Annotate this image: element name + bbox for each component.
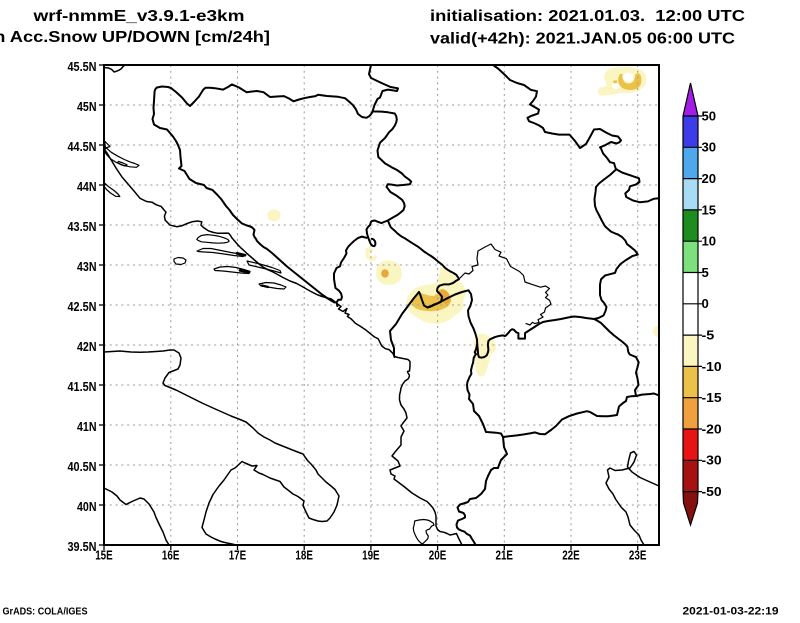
- svg-text:39.5N: 39.5N: [68, 540, 97, 554]
- svg-text:43N: 43N: [77, 260, 97, 274]
- svg-text:42.5N: 42.5N: [68, 300, 97, 314]
- svg-text:40.5N: 40.5N: [68, 460, 97, 474]
- svg-text:17E: 17E: [229, 549, 247, 563]
- svg-text:41.5N: 41.5N: [68, 380, 97, 394]
- svg-text:15: 15: [702, 203, 717, 217]
- svg-text:15E: 15E: [95, 549, 113, 563]
- svg-text:-10: -10: [702, 360, 722, 374]
- svg-text:10: 10: [702, 235, 717, 249]
- svg-text:2021-01-03-22:19: 2021-01-03-22:19: [683, 606, 779, 618]
- svg-text:40N: 40N: [77, 500, 97, 514]
- svg-text:44N: 44N: [77, 180, 97, 194]
- svg-text:20E: 20E: [429, 549, 447, 563]
- svg-text:45N: 45N: [77, 100, 97, 114]
- svg-text:-5: -5: [702, 329, 715, 343]
- svg-text:5: 5: [702, 266, 709, 280]
- svg-text:21E: 21E: [496, 549, 514, 563]
- svg-text:wrf-nmmE_v3.9.1-e3km: wrf-nmmE_v3.9.1-e3km: [32, 8, 244, 25]
- svg-text:18E: 18E: [295, 549, 313, 563]
- svg-text:initialisation: 2021.01.03. 1: initialisation: 2021.01.03. 12:00 UTC: [430, 8, 745, 25]
- svg-text:-50: -50: [702, 485, 722, 499]
- svg-text:valid(+42h): 2021.JAN.05 06:00: valid(+42h): 2021.JAN.05 06:00 UTC: [430, 31, 735, 48]
- svg-text:41N: 41N: [77, 420, 97, 434]
- svg-text:-15: -15: [702, 391, 722, 405]
- svg-text:GrADS: COLA/IGES: GrADS: COLA/IGES: [3, 607, 88, 618]
- svg-text:-30: -30: [702, 454, 722, 468]
- svg-text:22E: 22E: [562, 549, 580, 563]
- svg-text:23E: 23E: [629, 549, 647, 563]
- svg-text:30: 30: [702, 141, 717, 155]
- svg-text:-20: -20: [702, 422, 722, 436]
- svg-text:24h Acc.Snow UP/DOWN [cm/24h]: 24h Acc.Snow UP/DOWN [cm/24h]: [0, 29, 270, 46]
- svg-text:45.5N: 45.5N: [68, 60, 97, 74]
- svg-text:19E: 19E: [362, 549, 380, 563]
- svg-text:20: 20: [702, 172, 717, 186]
- svg-text:43.5N: 43.5N: [68, 220, 97, 234]
- svg-text:42N: 42N: [77, 340, 97, 354]
- svg-text:50: 50: [702, 109, 717, 123]
- svg-text:0: 0: [702, 297, 709, 311]
- svg-text:44.5N: 44.5N: [68, 140, 97, 154]
- svg-text:16E: 16E: [162, 549, 180, 563]
